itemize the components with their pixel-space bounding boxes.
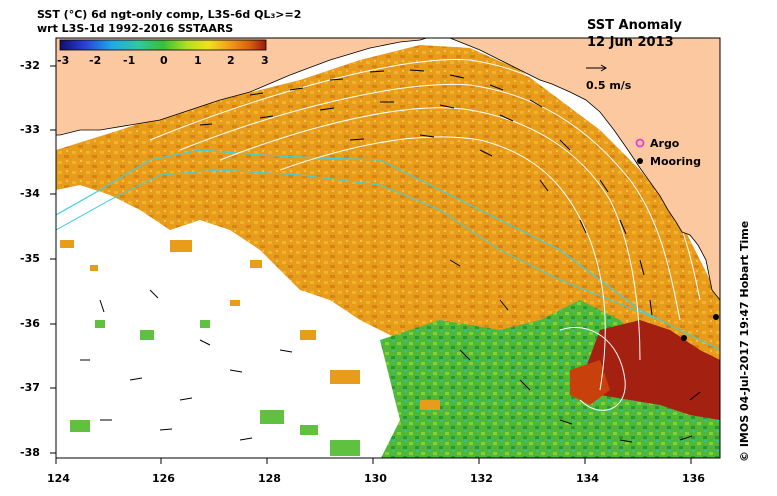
y-tick-label: -36 (20, 317, 40, 330)
x-tick-label: 136 (682, 472, 705, 485)
colorbar-tick: 3 (261, 54, 269, 67)
x-tick-label: 124 (47, 472, 70, 485)
mooring-site-dot (713, 314, 719, 320)
axis-ticks (50, 65, 692, 464)
x-tick-label: 134 (576, 472, 599, 485)
current-vectors (80, 69, 701, 443)
colorbar (59, 39, 267, 51)
green-fragments (70, 320, 360, 456)
colorbar-tick: -2 (89, 54, 102, 67)
colorbar-tick: -3 (57, 54, 70, 67)
legend-title: SST Anomaly (587, 18, 683, 33)
y-tick-label: -35 (20, 252, 40, 265)
imos-credit: © IMOS 04-Jul-2017 19:47 Hobart Time (738, 220, 751, 462)
ssh-contours (149, 59, 701, 411)
plot-frame (55, 37, 721, 459)
land-mass (56, 38, 720, 301)
colorbar-tick: 2 (227, 54, 235, 67)
x-tick-label: 130 (364, 472, 387, 485)
x-tick-label: 128 (258, 472, 281, 485)
x-tick-label: 132 (470, 472, 493, 485)
y-tick-label: -33 (20, 123, 40, 136)
y-tick-label: -32 (20, 59, 40, 72)
argo-marker-icon (635, 138, 645, 148)
colorbar-tick: 1 (194, 54, 202, 67)
colorbar-tick: -1 (123, 54, 136, 67)
colorbar-tick: 0 (160, 54, 168, 67)
legend-date: 12 Jun 2013 (587, 35, 674, 50)
isobath-line-2 (56, 169, 661, 321)
mooring-legend-label: Mooring (650, 155, 701, 168)
y-tick-label: -38 (20, 446, 40, 459)
argo-legend-label: Argo (650, 137, 680, 150)
x-tick-label: 126 (152, 472, 175, 485)
map-title-line2: wrt L3S-1d 1992-2016 SSTAARS (37, 22, 234, 35)
y-tick-label: -34 (20, 187, 40, 200)
speed-reference-label: 0.5 m/s (586, 79, 632, 92)
warm-fragments (60, 240, 440, 410)
map-title-line1: SST (°C) 6d ngt-only comp, L3S-6d QL₃>=2 (37, 8, 302, 21)
isobath-line (56, 149, 720, 351)
speed-reference-arrow (586, 64, 607, 72)
y-tick-label: -37 (20, 381, 40, 394)
hot-anomaly-patch (585, 320, 720, 420)
mooring-site-dot-2 (681, 335, 687, 341)
hot-anomaly-edge (570, 360, 610, 405)
mooring-marker-icon (637, 158, 643, 164)
